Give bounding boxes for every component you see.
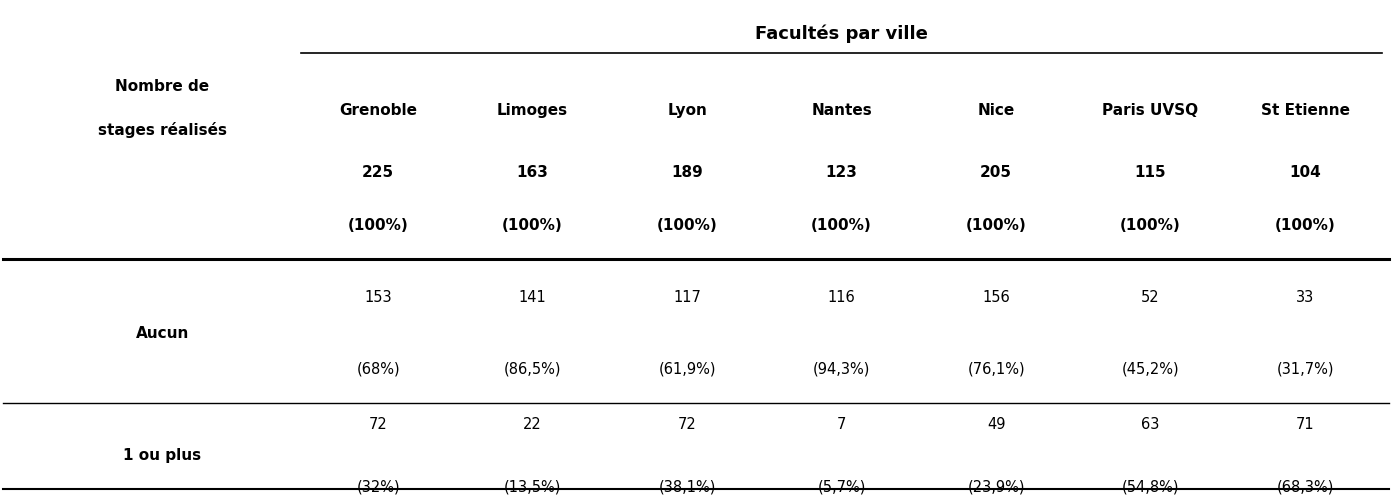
Text: 205: 205 bbox=[980, 165, 1012, 181]
Text: 63: 63 bbox=[1141, 417, 1160, 432]
Text: 117: 117 bbox=[674, 290, 702, 305]
Text: 225: 225 bbox=[362, 165, 394, 181]
Text: Nice: Nice bbox=[977, 103, 1015, 118]
Text: Nombre de: Nombre de bbox=[116, 79, 209, 94]
Text: 72: 72 bbox=[369, 417, 387, 432]
Text: (68,3%): (68,3%) bbox=[1276, 479, 1334, 494]
Text: (100%): (100%) bbox=[966, 218, 1026, 233]
Text: (100%): (100%) bbox=[657, 218, 717, 233]
Text: St Etienne: St Etienne bbox=[1261, 103, 1350, 118]
Text: (68%): (68%) bbox=[356, 362, 400, 377]
Text: 72: 72 bbox=[678, 417, 696, 432]
Text: Facultés par ville: Facultés par ville bbox=[754, 25, 928, 43]
Text: 7: 7 bbox=[837, 417, 846, 432]
Text: Grenoble: Grenoble bbox=[340, 103, 418, 118]
Text: 104: 104 bbox=[1289, 165, 1321, 181]
Text: (94,3%): (94,3%) bbox=[813, 362, 870, 377]
Text: (38,1%): (38,1%) bbox=[658, 479, 715, 494]
Text: 49: 49 bbox=[987, 417, 1005, 432]
Text: (5,7%): (5,7%) bbox=[817, 479, 866, 494]
Text: (13,5%): (13,5%) bbox=[504, 479, 561, 494]
Text: 52: 52 bbox=[1141, 290, 1160, 305]
Text: Aucun: Aucun bbox=[135, 326, 189, 341]
Text: 189: 189 bbox=[671, 165, 703, 181]
Text: Paris UVSQ: Paris UVSQ bbox=[1102, 103, 1199, 118]
Text: (31,7%): (31,7%) bbox=[1276, 362, 1334, 377]
Text: (45,2%): (45,2%) bbox=[1122, 362, 1179, 377]
Text: (32%): (32%) bbox=[356, 479, 400, 494]
Text: 1 ou plus: 1 ou plus bbox=[122, 448, 202, 463]
Text: 141: 141 bbox=[519, 290, 547, 305]
Text: (100%): (100%) bbox=[348, 218, 408, 233]
Text: 153: 153 bbox=[365, 290, 393, 305]
Text: (100%): (100%) bbox=[812, 218, 871, 233]
Text: 22: 22 bbox=[523, 417, 541, 432]
Text: Limoges: Limoges bbox=[497, 103, 568, 118]
Text: 156: 156 bbox=[983, 290, 1011, 305]
Text: (100%): (100%) bbox=[503, 218, 562, 233]
Text: (86,5%): (86,5%) bbox=[504, 362, 561, 377]
Text: 116: 116 bbox=[828, 290, 856, 305]
Text: 115: 115 bbox=[1134, 165, 1166, 181]
Text: 33: 33 bbox=[1296, 290, 1314, 305]
Text: (100%): (100%) bbox=[1121, 218, 1180, 233]
Text: (76,1%): (76,1%) bbox=[967, 362, 1025, 377]
Text: stages réalisés: stages réalisés bbox=[97, 122, 227, 138]
Text: Nantes: Nantes bbox=[812, 103, 871, 118]
Text: 163: 163 bbox=[516, 165, 548, 181]
Text: 71: 71 bbox=[1296, 417, 1314, 432]
Text: (100%): (100%) bbox=[1275, 218, 1335, 233]
Text: Lyon: Lyon bbox=[667, 103, 707, 118]
Text: (54,8%): (54,8%) bbox=[1122, 479, 1179, 494]
Text: (23,9%): (23,9%) bbox=[967, 479, 1025, 494]
Text: 123: 123 bbox=[825, 165, 857, 181]
Text: (61,9%): (61,9%) bbox=[658, 362, 715, 377]
